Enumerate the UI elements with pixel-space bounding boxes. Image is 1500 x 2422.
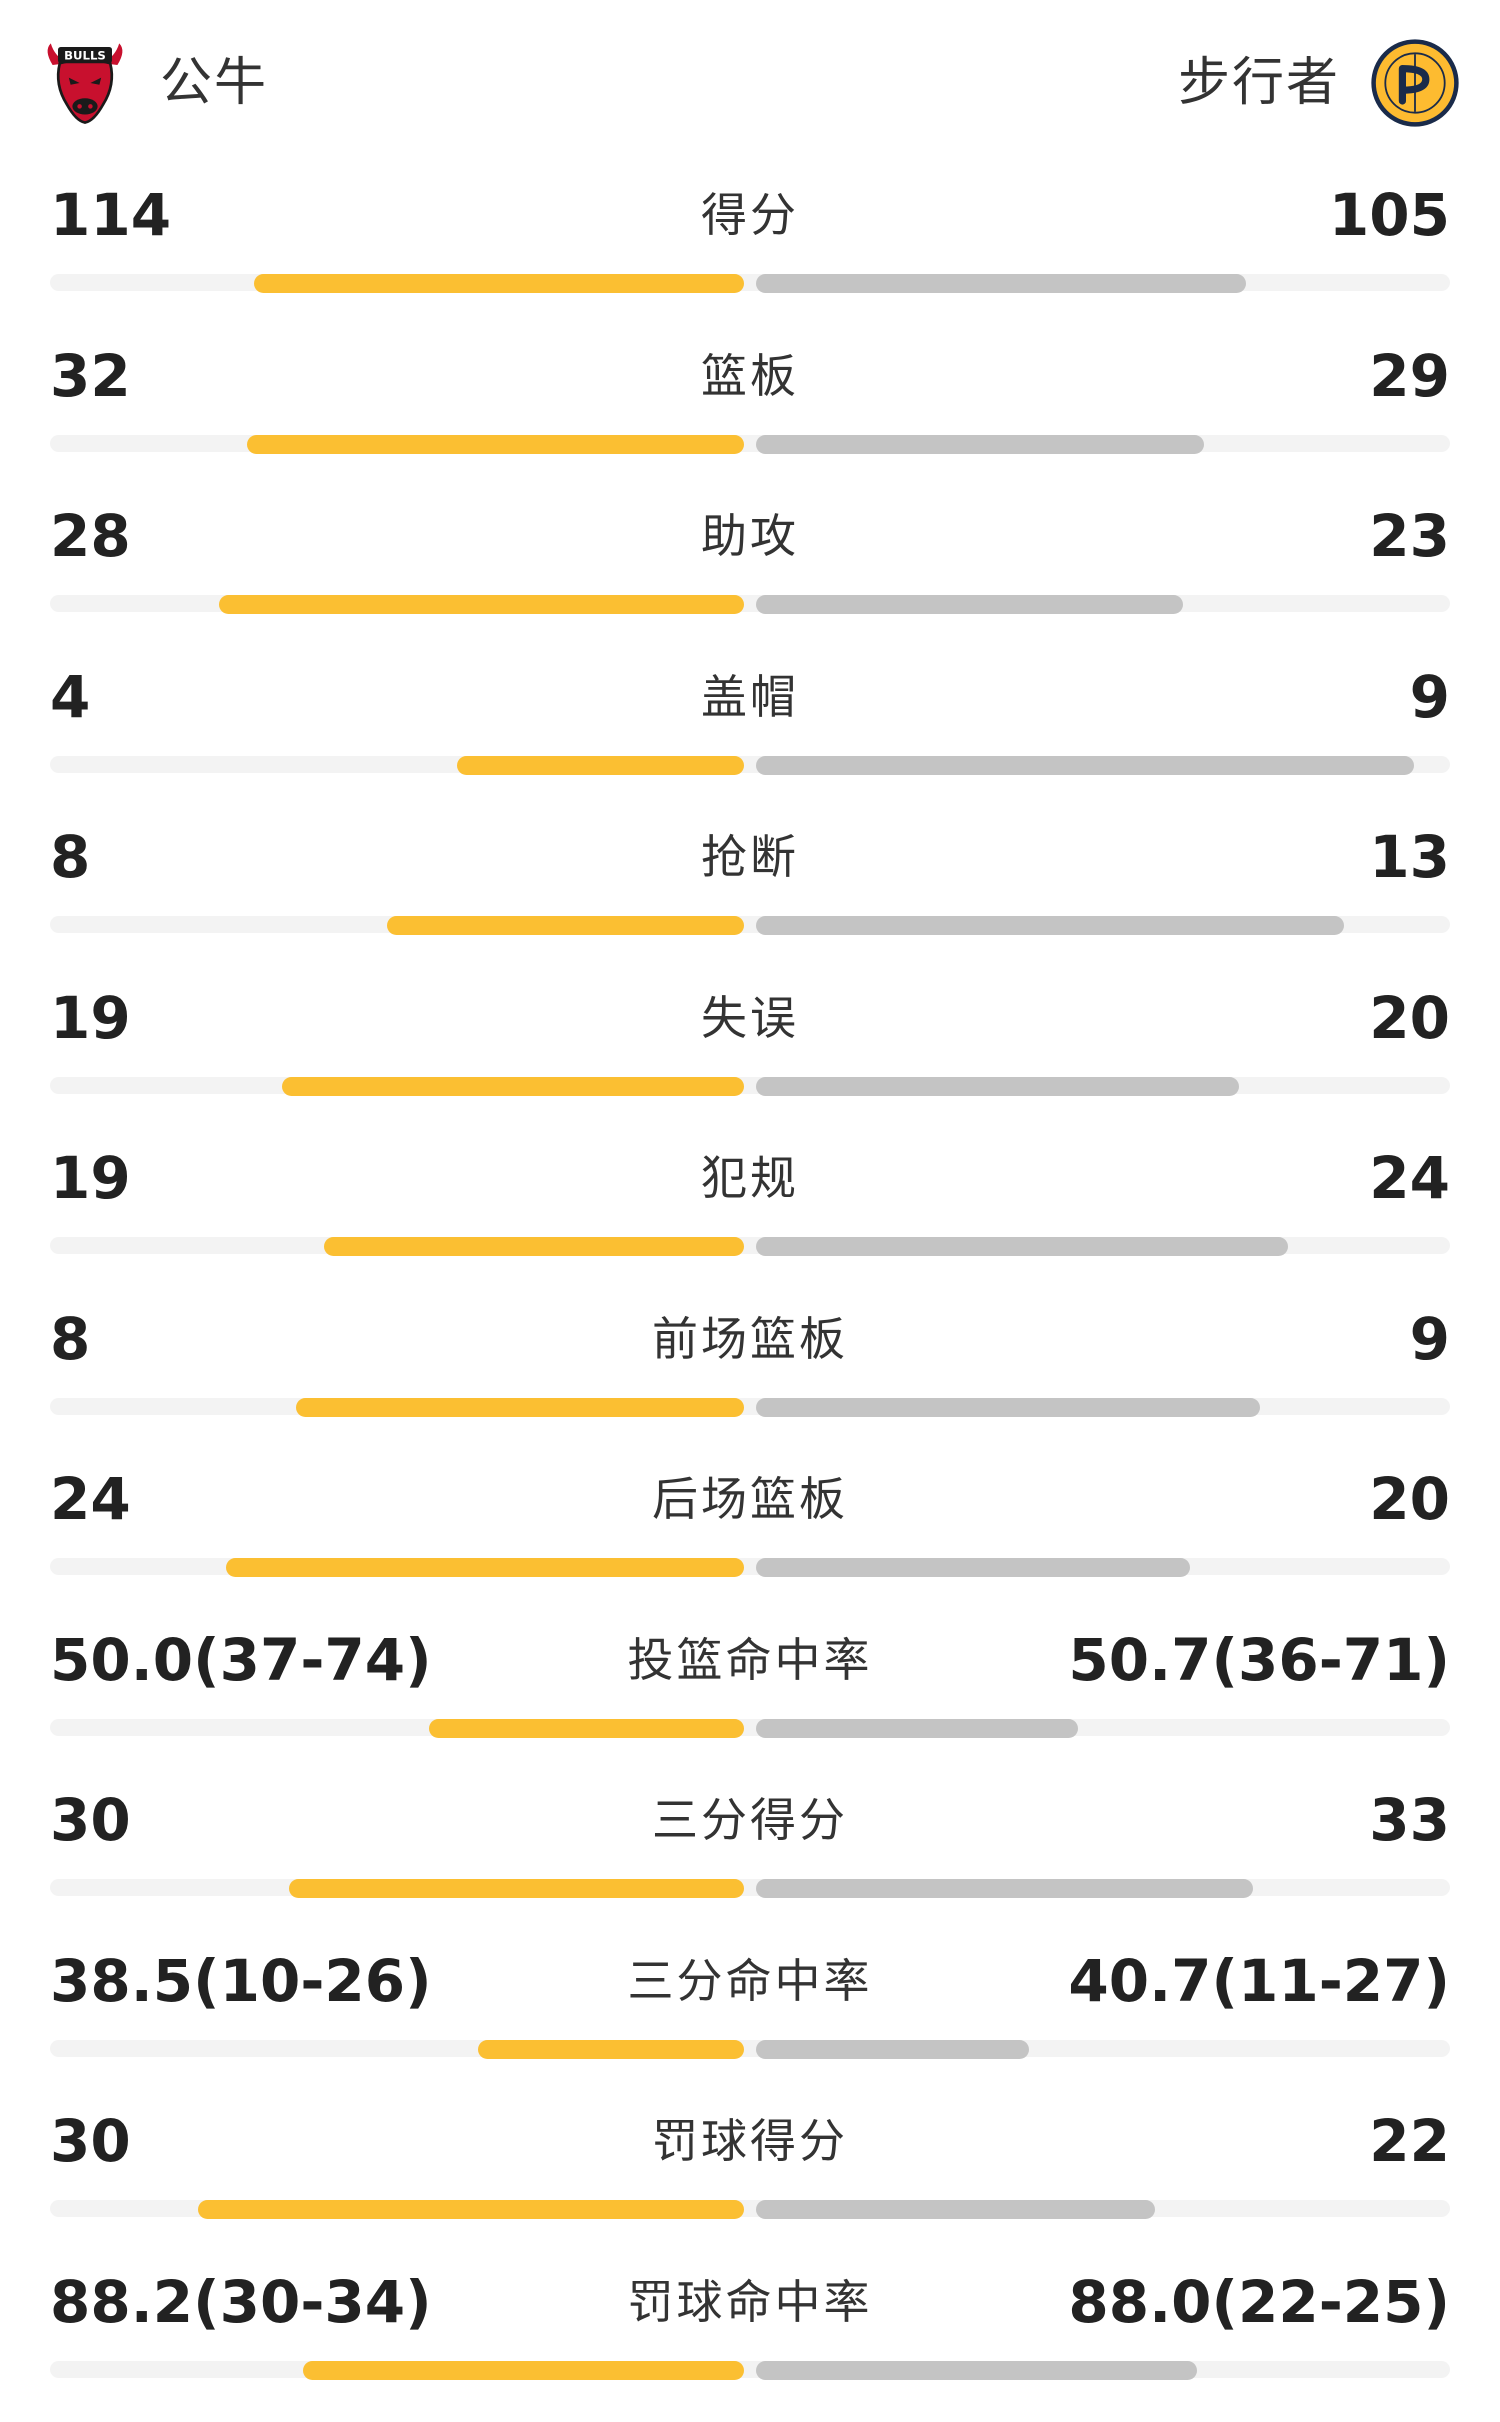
away-stat-bar	[756, 1879, 1253, 1898]
stat-bar-track	[50, 1077, 1450, 1094]
away-stat-bar	[756, 1077, 1239, 1096]
home-stat-bar	[219, 595, 744, 614]
stat-label: 盖帽	[0, 667, 1500, 727]
home-stat-bar	[387, 916, 744, 935]
stat-row: 114 得分 105	[0, 175, 1500, 336]
stat-label: 失误	[0, 988, 1500, 1048]
home-team-name[interactable]: 公牛	[160, 48, 268, 118]
home-stat-bar	[324, 1237, 744, 1256]
home-stat-bar	[478, 2040, 744, 2059]
stat-row: 28 助攻 23	[0, 496, 1500, 657]
away-stat-bar	[756, 435, 1204, 454]
stat-row: 8 前场篮板 9	[0, 1299, 1500, 1460]
away-stat-value: 20	[1369, 1459, 1450, 1539]
bulls-logo-icon[interactable]: BULLS	[40, 38, 130, 128]
stat-row: 19 失误 20	[0, 978, 1500, 1139]
home-stat-bar	[282, 1077, 744, 1096]
away-stat-value: 23	[1369, 496, 1450, 576]
away-stat-value: 22	[1369, 2101, 1450, 2181]
team-stats-comparison: 114 得分 105 32 篮板 29 28 助攻 23 4 盖帽 9 8 抢断…	[0, 175, 1500, 2422]
away-stat-bar	[756, 1398, 1260, 1417]
away-stat-value: 13	[1369, 817, 1450, 897]
away-stat-bar	[756, 2200, 1155, 2219]
away-stat-value: 9	[1410, 1299, 1450, 1379]
stat-bar-track	[50, 2361, 1450, 2378]
stat-row: 24 后场篮板 20	[0, 1459, 1500, 1620]
away-stat-value: 24	[1369, 1138, 1450, 1218]
away-stat-bar	[756, 1237, 1288, 1256]
stat-label: 罚球得分	[0, 2111, 1500, 2171]
home-stat-bar	[457, 756, 744, 775]
stat-row: 38.5(10-26) 三分命中率 40.7(11-27)	[0, 1941, 1500, 2102]
away-stat-bar	[756, 916, 1344, 935]
stat-bar-track	[50, 2040, 1450, 2057]
stat-row: 4 盖帽 9	[0, 657, 1500, 818]
away-stat-bar	[756, 2361, 1197, 2380]
away-stat-value: 50.7(36-71)	[1068, 1620, 1450, 1700]
stat-row: 88.2(30-34) 罚球命中率 88.0(22-25)	[0, 2262, 1500, 2422]
svg-text:BULLS: BULLS	[64, 49, 106, 63]
match-header: BULLS 公牛 步行者	[0, 0, 1500, 160]
away-stat-value: 33	[1369, 1780, 1450, 1860]
away-stat-value: 20	[1369, 978, 1450, 1058]
stat-row: 19 犯规 24	[0, 1138, 1500, 1299]
home-stat-bar	[254, 274, 744, 293]
stat-row: 30 罚球得分 22	[0, 2101, 1500, 2262]
home-stat-bar	[303, 2361, 744, 2380]
away-stat-bar	[756, 1719, 1078, 1738]
away-stat-bar	[756, 595, 1183, 614]
home-stat-bar	[198, 2200, 744, 2219]
stat-label: 助攻	[0, 506, 1500, 566]
stat-label: 抢断	[0, 827, 1500, 887]
away-stat-value: 9	[1410, 657, 1450, 737]
home-stat-bar	[429, 1719, 744, 1738]
stat-label: 犯规	[0, 1148, 1500, 1208]
away-stat-bar	[756, 1558, 1190, 1577]
stat-label: 篮板	[0, 346, 1500, 406]
stat-row: 50.0(37-74) 投篮命中率 50.7(36-71)	[0, 1620, 1500, 1781]
away-stat-value: 40.7(11-27)	[1068, 1941, 1450, 2021]
stat-row: 30 三分得分 33	[0, 1780, 1500, 1941]
stat-label: 三分得分	[0, 1790, 1500, 1850]
away-stat-bar	[756, 756, 1414, 775]
home-stat-bar	[247, 435, 744, 454]
stat-label: 前场篮板	[0, 1309, 1500, 1369]
home-stat-bar	[296, 1398, 744, 1417]
pacers-logo-icon[interactable]	[1370, 38, 1460, 128]
away-team-name[interactable]: 步行者	[1178, 48, 1340, 118]
home-stat-bar	[226, 1558, 744, 1577]
home-stat-bar	[289, 1879, 744, 1898]
away-stat-value: 105	[1329, 175, 1450, 255]
away-stat-value: 88.0(22-25)	[1068, 2262, 1450, 2342]
away-stat-bar	[756, 2040, 1029, 2059]
stat-row: 8 抢断 13	[0, 817, 1500, 978]
stat-label: 后场篮板	[0, 1469, 1500, 1529]
stat-bar-track	[50, 1719, 1450, 1736]
away-stat-bar	[756, 274, 1246, 293]
away-stat-value: 29	[1369, 336, 1450, 416]
stat-row: 32 篮板 29	[0, 336, 1500, 497]
stat-label: 得分	[0, 185, 1500, 245]
